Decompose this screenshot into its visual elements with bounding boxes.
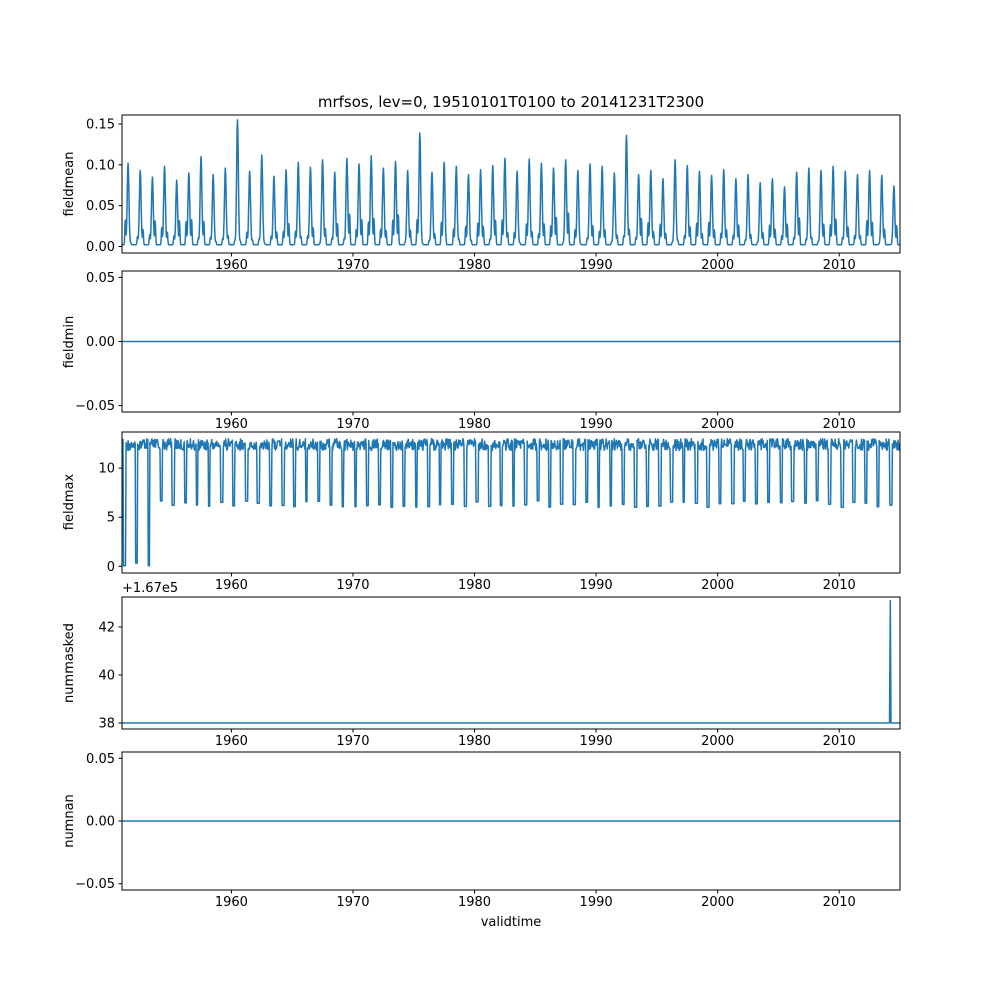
ylabel-fieldmin: fieldmin bbox=[62, 315, 77, 369]
series-line-fieldmean bbox=[122, 119, 900, 246]
y-tick-label: 0.05 bbox=[86, 199, 115, 214]
axes-frame-fieldmean bbox=[121, 114, 901, 254]
series-line-fieldmax bbox=[122, 437, 900, 567]
y-tick-label: 10 bbox=[98, 462, 115, 477]
x-tick-label: 1970 bbox=[336, 417, 369, 432]
x-tick-label: 1970 bbox=[336, 258, 369, 273]
x-tick-label: 1980 bbox=[458, 578, 491, 593]
offset-text-nummasked: +1.67e5 bbox=[122, 581, 179, 596]
x-tick-label: 1980 bbox=[458, 417, 491, 432]
x-tick-label: 2000 bbox=[701, 417, 734, 432]
axes-frame-fieldmax bbox=[121, 431, 901, 574]
x-tick-label: 2010 bbox=[823, 578, 856, 593]
x-tick-label: 1960 bbox=[215, 258, 248, 273]
x-tick-label: 1990 bbox=[580, 895, 613, 910]
ylabel-fieldmax: fieldmax bbox=[62, 473, 77, 531]
x-tick-label: 1990 bbox=[580, 578, 613, 593]
y-tick-label: 0.10 bbox=[86, 158, 115, 173]
x-tick-label: 2000 bbox=[701, 258, 734, 273]
axes-frame-nummasked bbox=[121, 596, 901, 730]
x-tick-label: 1990 bbox=[580, 258, 613, 273]
x-tick-label: 1990 bbox=[580, 417, 613, 432]
x-tick-label: 1980 bbox=[458, 895, 491, 910]
y-tick-label: 40 bbox=[98, 669, 115, 684]
y-tick-label: 5 bbox=[107, 511, 115, 526]
ylabel-nummasked: nummasked bbox=[62, 623, 77, 703]
y-tick-label: 0.15 bbox=[86, 117, 115, 132]
x-tick-label: 2010 bbox=[823, 734, 856, 749]
y-tick-label: 38 bbox=[98, 717, 115, 732]
x-tick-label: 1980 bbox=[458, 734, 491, 749]
x-tick-label: 2010 bbox=[823, 417, 856, 432]
y-tick-label: 0.00 bbox=[86, 335, 115, 350]
x-tick-label: 1970 bbox=[336, 578, 369, 593]
y-tick-label: 0.00 bbox=[86, 815, 115, 830]
x-tick-label: 1970 bbox=[336, 895, 369, 910]
y-tick-label: −0.05 bbox=[75, 399, 115, 414]
y-tick-label: −0.05 bbox=[75, 877, 115, 892]
x-tick-label: 1960 bbox=[215, 417, 248, 432]
xlabel: validtime bbox=[480, 915, 542, 930]
x-tick-label: 2000 bbox=[701, 578, 734, 593]
series-line-nummasked bbox=[122, 599, 900, 724]
x-tick-label: 2000 bbox=[701, 895, 734, 910]
ylabel-numnan: numnan bbox=[62, 794, 77, 848]
x-tick-label: 1960 bbox=[215, 734, 248, 749]
x-tick-label: 1960 bbox=[215, 578, 248, 593]
x-tick-label: 1960 bbox=[215, 895, 248, 910]
y-tick-label: 0.05 bbox=[86, 271, 115, 286]
x-tick-label: 1990 bbox=[580, 734, 613, 749]
x-tick-label: 1980 bbox=[458, 258, 491, 273]
ylabel-fieldmean: fieldmean bbox=[62, 151, 77, 217]
x-tick-label: 2010 bbox=[823, 895, 856, 910]
y-tick-label: 0.00 bbox=[86, 240, 115, 255]
y-tick-label: 0.05 bbox=[86, 752, 115, 767]
x-tick-label: 1970 bbox=[336, 734, 369, 749]
figure-title: mrfsos, lev=0, 19510101T0100 to 20141231… bbox=[317, 93, 705, 111]
y-tick-label: 42 bbox=[98, 621, 115, 636]
x-tick-label: 2010 bbox=[823, 258, 856, 273]
y-tick-label: 0 bbox=[107, 560, 115, 575]
x-tick-label: 2000 bbox=[701, 734, 734, 749]
